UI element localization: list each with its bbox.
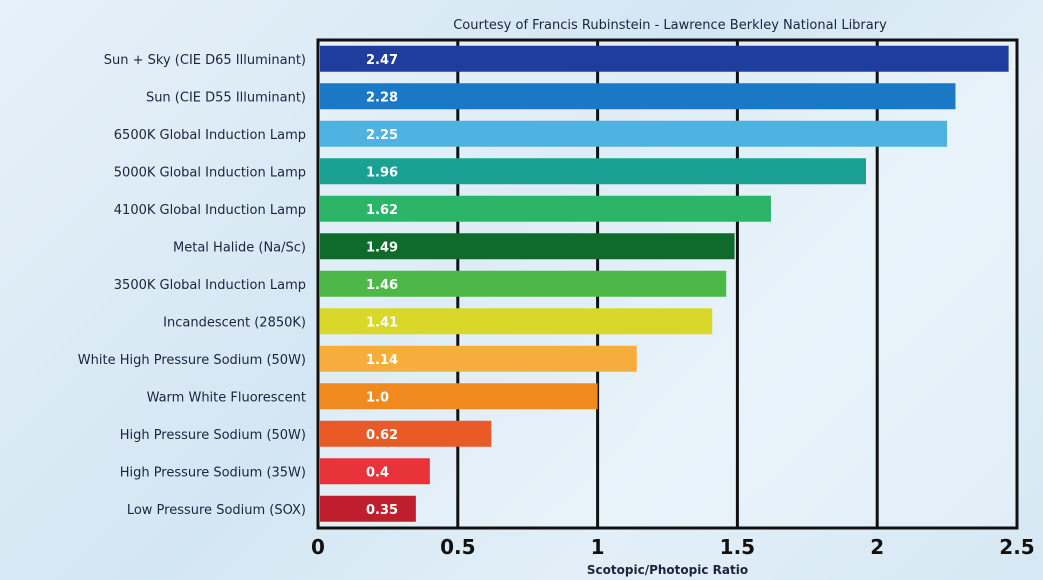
value-label: 1.62 xyxy=(366,203,398,218)
x-tick-label: 0.5 xyxy=(440,535,475,559)
x-tick-label: 1.5 xyxy=(720,535,755,559)
category-label: 6500K Global Induction Lamp xyxy=(114,128,306,143)
bar xyxy=(320,495,416,522)
value-label: 2.25 xyxy=(366,128,398,143)
bar xyxy=(320,83,956,110)
category-label: High Pressure Sodium (35W) xyxy=(120,465,306,480)
x-tick-label: 0 xyxy=(311,535,325,559)
value-label: 1.0 xyxy=(366,390,389,405)
category-label: 5000K Global Induction Lamp xyxy=(114,165,306,180)
bar xyxy=(320,195,771,222)
value-label: 1.14 xyxy=(366,353,398,368)
category-label: Sun (CIE D55 Illuminant) xyxy=(146,90,306,105)
category-label: High Pressure Sodium (50W) xyxy=(120,428,306,443)
category-label: Incandescent (2850K) xyxy=(163,315,306,330)
x-tick-label: 1 xyxy=(591,535,605,559)
bar xyxy=(320,308,713,335)
bar xyxy=(320,270,727,297)
category-label: 4100K Global Induction Lamp xyxy=(114,203,306,218)
value-label: 1.46 xyxy=(366,278,398,293)
bar xyxy=(320,158,867,185)
x-tick-label: 2 xyxy=(870,535,884,559)
category-label: Sun + Sky (CIE D65 Illuminant) xyxy=(104,53,306,68)
value-label: 2.47 xyxy=(366,53,398,68)
x-tick-label: 2.5 xyxy=(999,535,1034,559)
bar xyxy=(320,420,492,447)
bar xyxy=(320,345,637,372)
plot-frame xyxy=(316,38,1019,530)
category-label: White High Pressure Sodium (50W) xyxy=(78,353,306,368)
bar xyxy=(320,120,948,147)
category-label: 3500K Global Induction Lamp xyxy=(114,278,306,293)
category-label: Warm White Fluorescent xyxy=(147,390,306,405)
value-label: 1.41 xyxy=(366,315,398,330)
bar xyxy=(320,458,430,485)
bar xyxy=(320,233,735,260)
bar xyxy=(320,383,598,410)
category-label: Low Pressure Sodium (SOX) xyxy=(127,503,306,518)
value-label: 0.62 xyxy=(366,428,398,443)
value-label: 0.35 xyxy=(366,503,398,518)
value-label: 2.28 xyxy=(366,90,398,105)
chart-credit: Courtesy of Francis Rubinstein - Lawrenc… xyxy=(453,18,887,33)
value-label: 1.96 xyxy=(366,165,398,180)
x-axis-title: Scotopic/Photopic Ratio xyxy=(587,563,748,577)
bar xyxy=(320,45,1009,72)
category-label: Metal Halide (Na/Sc) xyxy=(173,240,306,255)
value-label: 1.49 xyxy=(366,240,398,255)
value-label: 0.4 xyxy=(366,465,389,480)
